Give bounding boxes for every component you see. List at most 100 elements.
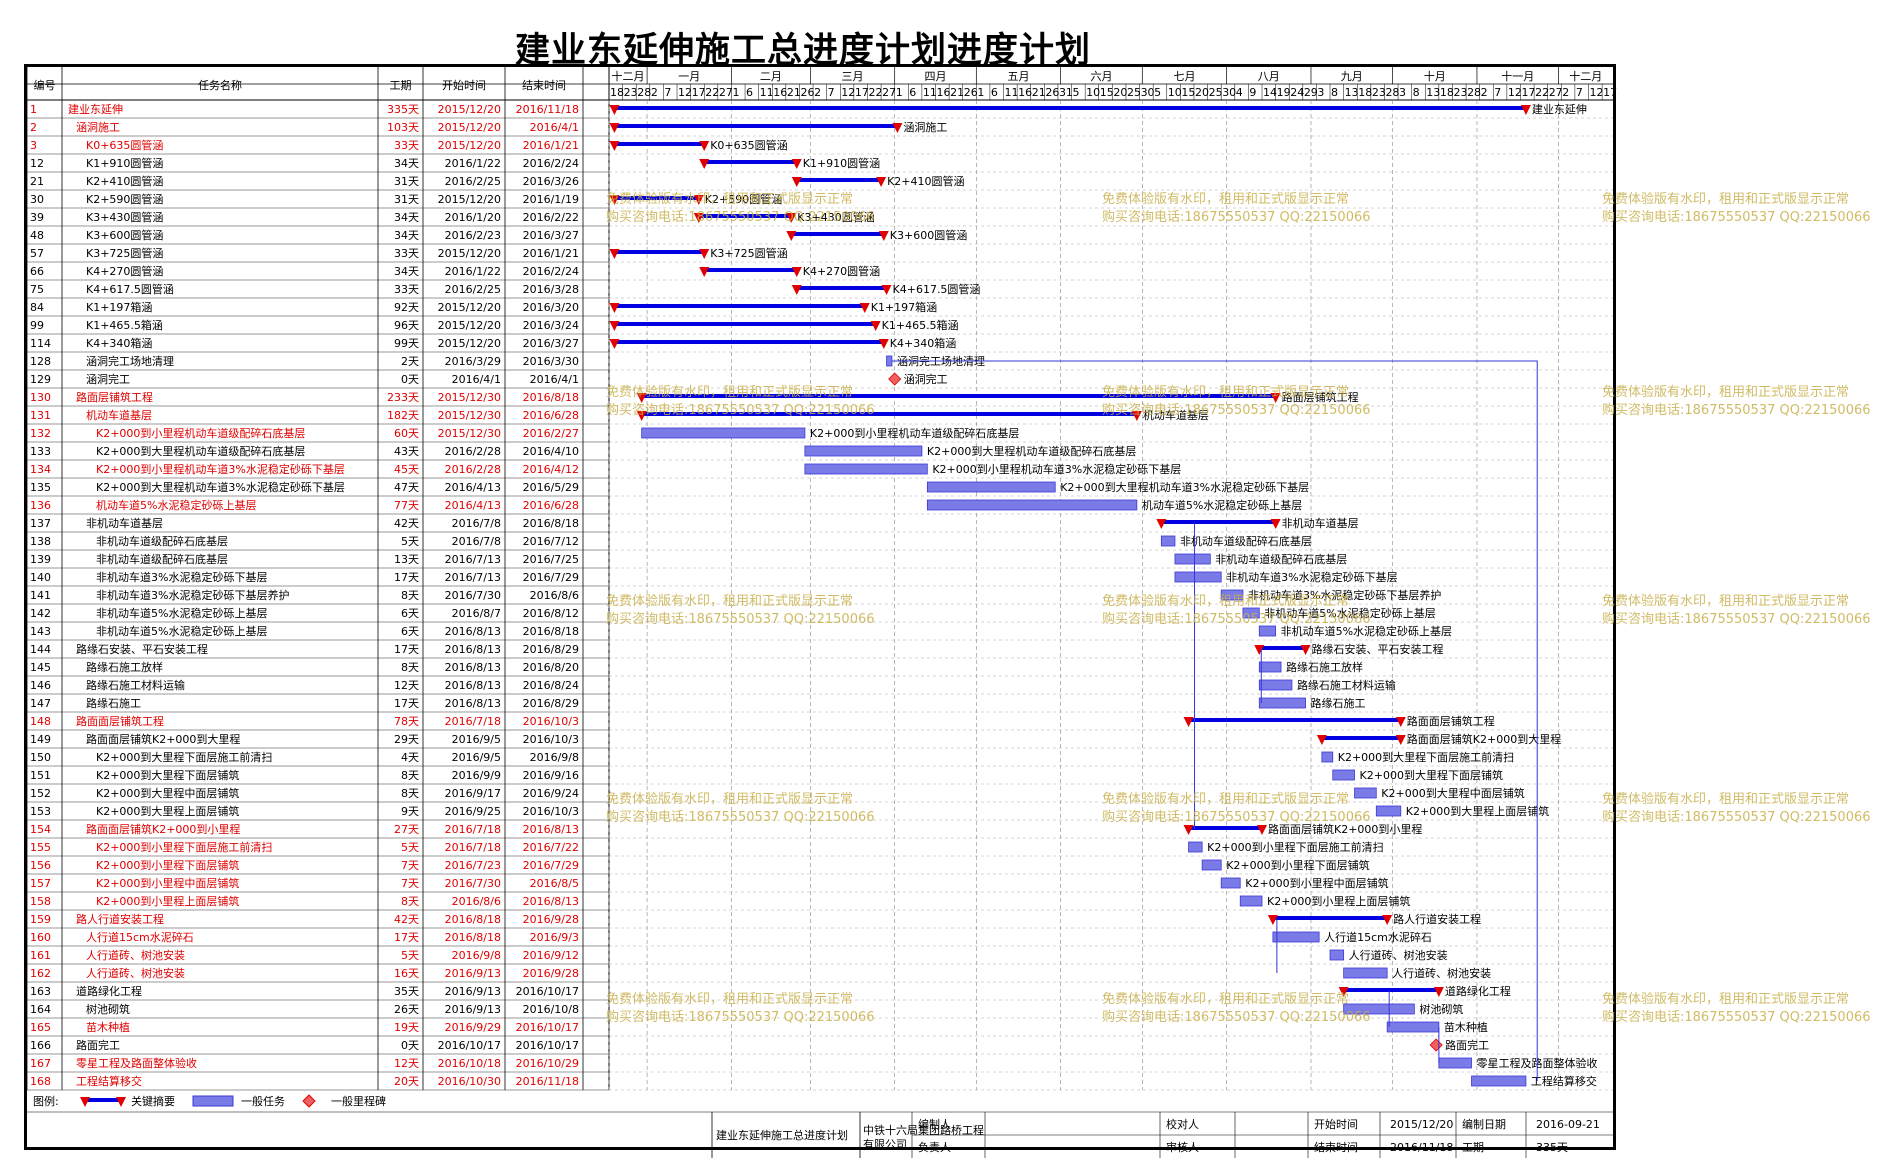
task-bar xyxy=(641,427,806,439)
summary-end-cap xyxy=(693,195,704,205)
bar-label: K0+635圆管涵 xyxy=(710,138,787,152)
day-tick-label: 11 xyxy=(923,86,937,99)
task-start: 2016/9/13 xyxy=(445,1003,501,1016)
summary-bar xyxy=(1161,520,1276,524)
watermark-line2: 购买咨询电话:18675550537 QQ:22150066 xyxy=(1102,403,1371,418)
task-duration: 42天 xyxy=(394,517,419,530)
summary-start-cap xyxy=(699,267,710,277)
task-duration: 4天 xyxy=(401,751,419,764)
task-end: 2016/4/1 xyxy=(530,121,579,134)
summary-start-cap xyxy=(1316,735,1327,745)
summary-end-cap xyxy=(1131,411,1142,421)
task-id: 153 xyxy=(30,805,51,818)
bar-label: 道路绿化工程 xyxy=(1445,984,1511,998)
day-tick-label: 23 xyxy=(624,86,638,99)
task-id: 158 xyxy=(30,895,51,908)
summary-bar xyxy=(614,304,865,308)
task-duration: 26天 xyxy=(394,1003,419,1016)
watermark-line1: 免费体验版有水印，租用和正式版显示正常 xyxy=(1602,992,1850,1007)
summary-bar xyxy=(1321,736,1401,740)
bar-label: 路面完工 xyxy=(1445,1038,1489,1052)
task-bar xyxy=(1242,607,1260,619)
task-id: 152 xyxy=(30,787,51,800)
task-start: 2016/8/13 xyxy=(445,643,501,656)
watermark-line1: 免费体验版有水印，租用和正式版显示正常 xyxy=(606,594,854,609)
task-id: 131 xyxy=(30,409,51,422)
bar-label: 苗木种植 xyxy=(1444,1020,1488,1034)
footer-checker-label: 校对人 xyxy=(1166,1117,1199,1131)
day-tick-label: 5 xyxy=(1073,86,1080,99)
day-tick-label: 9 xyxy=(1249,86,1256,99)
task-duration: 34天 xyxy=(394,211,419,224)
task-bar xyxy=(1343,1003,1415,1015)
day-tick-label: 1 xyxy=(896,86,903,99)
task-start: 2016/9/25 xyxy=(445,805,501,818)
watermark-line1: 免费体验版有水印，租用和正式版显示正常 xyxy=(1602,192,1850,207)
footer-date-value: 2016-09-21 xyxy=(1536,1118,1600,1131)
task-id: 99 xyxy=(30,319,44,332)
task-name: 非机动车道基层 xyxy=(86,516,163,530)
summary-start-cap xyxy=(1338,987,1349,997)
watermark-text: 免费体验版有水印，租用和正式版显示正常 购买咨询电话:18675550537 QQ… xyxy=(606,991,875,1027)
summary-end-cap xyxy=(699,249,710,259)
task-name: K2+000到大里程机动车道3%水泥稳定砂砾下基层 xyxy=(96,480,345,494)
task-id: 84 xyxy=(30,301,44,314)
task-end: 2016/9/16 xyxy=(523,769,579,782)
footer-start-label: 开始时间 xyxy=(1314,1117,1358,1131)
task-bar xyxy=(926,481,1056,493)
task-id: 136 xyxy=(30,499,51,512)
task-bar xyxy=(1258,679,1293,691)
task-end: 2016/8/12 xyxy=(523,607,579,620)
day-tick-label: 12 xyxy=(678,86,692,99)
bar-label: 机动车道基层 xyxy=(1143,408,1209,422)
bar-label: 路缘石安装、平石安装工程 xyxy=(1312,642,1444,656)
summary-bar xyxy=(614,124,898,128)
day-tick-label: 21 xyxy=(1032,86,1046,99)
task-duration: 20天 xyxy=(394,1075,419,1088)
day-tick-label: 28 xyxy=(1467,86,1481,99)
task-name: 涵洞完工 xyxy=(86,372,130,386)
task-end: 2016/10/3 xyxy=(523,715,579,728)
task-name: 路面面层铺筑K2+000到大里程 xyxy=(86,732,240,746)
watermark-line2: 购买咨询电话:18675550537 QQ:22150066 xyxy=(1102,1010,1371,1025)
watermark-line1: 免费体验版有水印，租用和正式版显示正常 xyxy=(1602,792,1850,807)
task-id: 57 xyxy=(30,247,44,260)
task-start: 2016/7/18 xyxy=(445,715,501,728)
bar-label: K2+000到小里程上面层铺筑 xyxy=(1267,894,1410,908)
day-tick-label: 16 xyxy=(773,86,787,99)
task-name: K2+000到小里程上面层铺筑 xyxy=(96,894,239,908)
task-name: K2+000到小里程机动车道3%水泥稳定砂砾下基层 xyxy=(96,462,345,476)
task-start: 2016/9/8 xyxy=(452,949,501,962)
task-name: 人行道15cm水泥碎石 xyxy=(86,930,194,944)
day-tick-label: 3 xyxy=(1317,86,1324,99)
watermark-line1: 免费体验版有水印，租用和正式版显示正常 xyxy=(606,192,854,207)
task-start: 2016/8/13 xyxy=(445,625,501,638)
summary-end-cap xyxy=(1300,645,1311,655)
task-id: 143 xyxy=(30,625,51,638)
summary-start-cap xyxy=(636,411,647,421)
summary-end-cap xyxy=(892,123,903,133)
summary-bar xyxy=(796,178,882,182)
task-id: 1 xyxy=(30,103,37,116)
watermark-line2: 购买咨询电话:18675550537 QQ:22150066 xyxy=(1102,210,1371,225)
summary-end-cap xyxy=(791,159,802,169)
task-name: 路缘石施工 xyxy=(86,697,141,710)
bar-label: 路缘石施工 xyxy=(1311,697,1366,710)
task-id: 135 xyxy=(30,481,51,494)
day-tick-label: 8 xyxy=(1331,86,1338,99)
watermark-line2: 购买咨询电话:18675550537 QQ:22150066 xyxy=(606,1010,875,1025)
task-name: 非机动车道5%水泥稳定砂砾上基层 xyxy=(96,624,267,638)
task-start: 2016/7/30 xyxy=(445,589,501,602)
bar-label: 非机动车道3%水泥稳定砂砾下基层 xyxy=(1226,570,1397,584)
task-id: 160 xyxy=(30,931,51,944)
task-start: 2016/9/9 xyxy=(452,769,501,782)
watermark-line1: 免费体验版有水印，租用和正式版显示正常 xyxy=(1102,992,1350,1007)
task-name: 路缘石施工材料运输 xyxy=(86,678,185,692)
task-name: K2+000到小里程下面层施工前清扫 xyxy=(96,840,272,854)
watermark-text: 免费体验版有水印，租用和正式版显示正常 购买咨询电话:18675550537 QQ… xyxy=(1602,593,1871,629)
watermark-line1: 免费体验版有水印，租用和正式版显示正常 xyxy=(606,792,854,807)
summary-start-cap xyxy=(609,339,620,349)
footer-company-line2: 有限公司 xyxy=(863,1137,907,1151)
day-tick-label: 21 xyxy=(787,86,801,99)
task-end: 2016/1/21 xyxy=(523,139,579,152)
